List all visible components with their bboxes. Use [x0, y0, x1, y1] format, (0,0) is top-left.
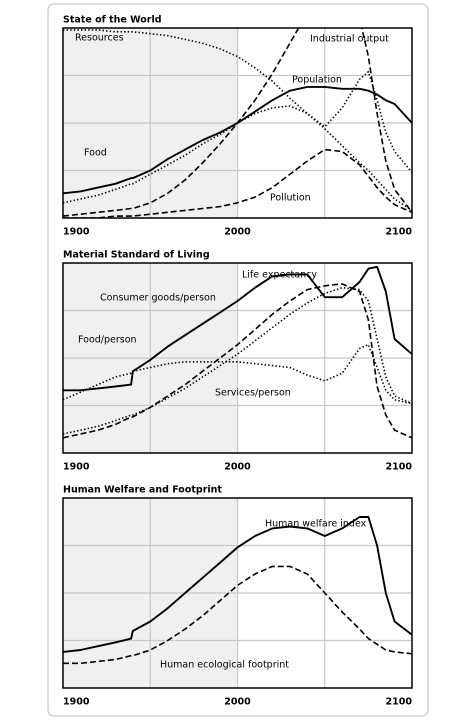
series-line [63, 28, 412, 217]
x-tick-label: 1900 [63, 697, 90, 708]
x-tick-label: 2100 [386, 462, 413, 473]
series-line [63, 283, 412, 439]
series-line [63, 265, 412, 392]
series-line [63, 85, 412, 195]
series-label: Food/person [78, 335, 137, 346]
series-line [63, 148, 412, 218]
chart-title: Material Standard of Living [63, 250, 210, 261]
chart-title: State of the World [63, 15, 162, 26]
x-tick-label: 2000 [224, 227, 251, 238]
series-label: Services/person [215, 388, 291, 399]
series-label: Pollution [270, 193, 311, 204]
series-label: Human welfare index [265, 519, 367, 530]
x-tick-label: 2100 [386, 227, 413, 238]
x-tick-label: 2100 [386, 697, 413, 708]
series-label: Food [84, 148, 107, 159]
plot-frame [62, 262, 413, 454]
chart-title: Human Welfare and Footprint [63, 485, 222, 496]
figure-frame [47, 3, 429, 717]
series-label: Population [292, 75, 342, 86]
series-group [63, 28, 412, 218]
series-label: Industrial output [310, 34, 389, 45]
x-tick-label: 1900 [63, 227, 90, 238]
series-label: Consumer goods/person [100, 293, 216, 304]
plot-frame [62, 497, 413, 689]
x-tick-label: 1900 [63, 462, 90, 473]
series-label: Resources [75, 33, 124, 44]
series-label: Human ecological footprint [160, 660, 289, 671]
series-line [63, 29, 412, 212]
series-group [63, 265, 412, 439]
series-label: Life expectancy [242, 270, 317, 281]
series-line [63, 286, 412, 435]
plot-frame [62, 27, 413, 219]
series-line [63, 565, 412, 665]
series-line [63, 516, 412, 653]
series-group [63, 516, 412, 665]
x-tick-label: 2000 [224, 697, 251, 708]
x-tick-label: 2000 [224, 462, 251, 473]
